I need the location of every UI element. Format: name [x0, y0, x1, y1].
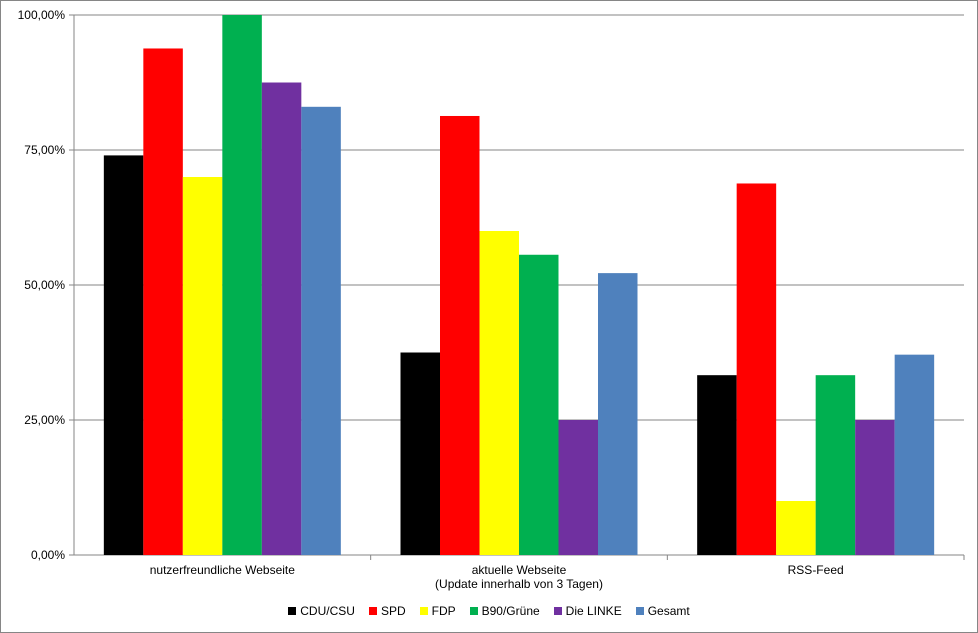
legend-label: Gesamt	[647, 604, 690, 618]
x-category-label: nutzerfreundliche Webseite	[150, 563, 296, 577]
legend-swatch	[469, 607, 478, 615]
bar	[400, 352, 440, 555]
legend-swatch	[368, 607, 377, 615]
bar	[143, 48, 183, 555]
legend-item: SPD	[368, 604, 406, 618]
legend-item: FDP	[419, 604, 456, 618]
bar	[815, 375, 856, 555]
legend-swatch	[288, 607, 297, 615]
x-category-label-line: nutzerfreundliche Webseite	[150, 563, 296, 577]
legend-label: SPD	[380, 604, 406, 618]
legend-label: B90/Grüne	[481, 604, 540, 618]
bar	[103, 155, 144, 555]
bar	[697, 375, 737, 555]
legend-item: CDU/CSU	[288, 604, 355, 618]
bar	[440, 115, 480, 555]
y-tick-label: 75,00%	[24, 143, 65, 157]
legend-item: Gesamt	[635, 604, 690, 618]
legend-label: CDU/CSU	[300, 604, 355, 618]
bar	[855, 420, 895, 555]
bar	[222, 15, 262, 555]
x-category-label: aktuelle Webseite (Update innerhalb von 3…	[435, 563, 603, 591]
x-category-label: RSS-Feed	[788, 563, 844, 577]
legend-swatch	[635, 607, 644, 615]
bar	[776, 501, 816, 555]
y-tick-label: 25,00%	[24, 413, 65, 427]
y-tick-label: 100,00%	[18, 8, 66, 22]
legend-item: Die LINKE	[553, 604, 622, 618]
y-tick-label: 0,00%	[31, 548, 65, 562]
bar	[261, 82, 302, 555]
legend: CDU/CSU SPD FDP B90/Grüne Die LINKE Gesamt	[1, 604, 977, 618]
legend-item: B90/Grüne	[469, 604, 540, 618]
legend-swatch	[553, 607, 562, 615]
legend-label: Die LINKE	[565, 604, 622, 618]
bar	[479, 231, 519, 555]
x-category-label-line: RSS-Feed	[788, 563, 844, 577]
legend-swatch	[419, 607, 428, 615]
bar	[182, 177, 223, 555]
x-category-label-line: aktuelle Webseite	[472, 563, 567, 577]
bar	[736, 183, 777, 556]
y-tick-label: 50,00%	[24, 278, 65, 292]
bar	[558, 420, 598, 555]
bar	[894, 354, 935, 555]
bar	[301, 106, 341, 556]
bar	[519, 254, 559, 555]
x-category-label-line: (Update innerhalb von 3 Tagen)	[435, 577, 603, 591]
bar	[598, 273, 638, 555]
legend-label: FDP	[431, 604, 456, 618]
bar-chart: 0,00% 25,00% 50,00% 75,00% 100,00% nutzerfreu…	[18, 8, 965, 591]
